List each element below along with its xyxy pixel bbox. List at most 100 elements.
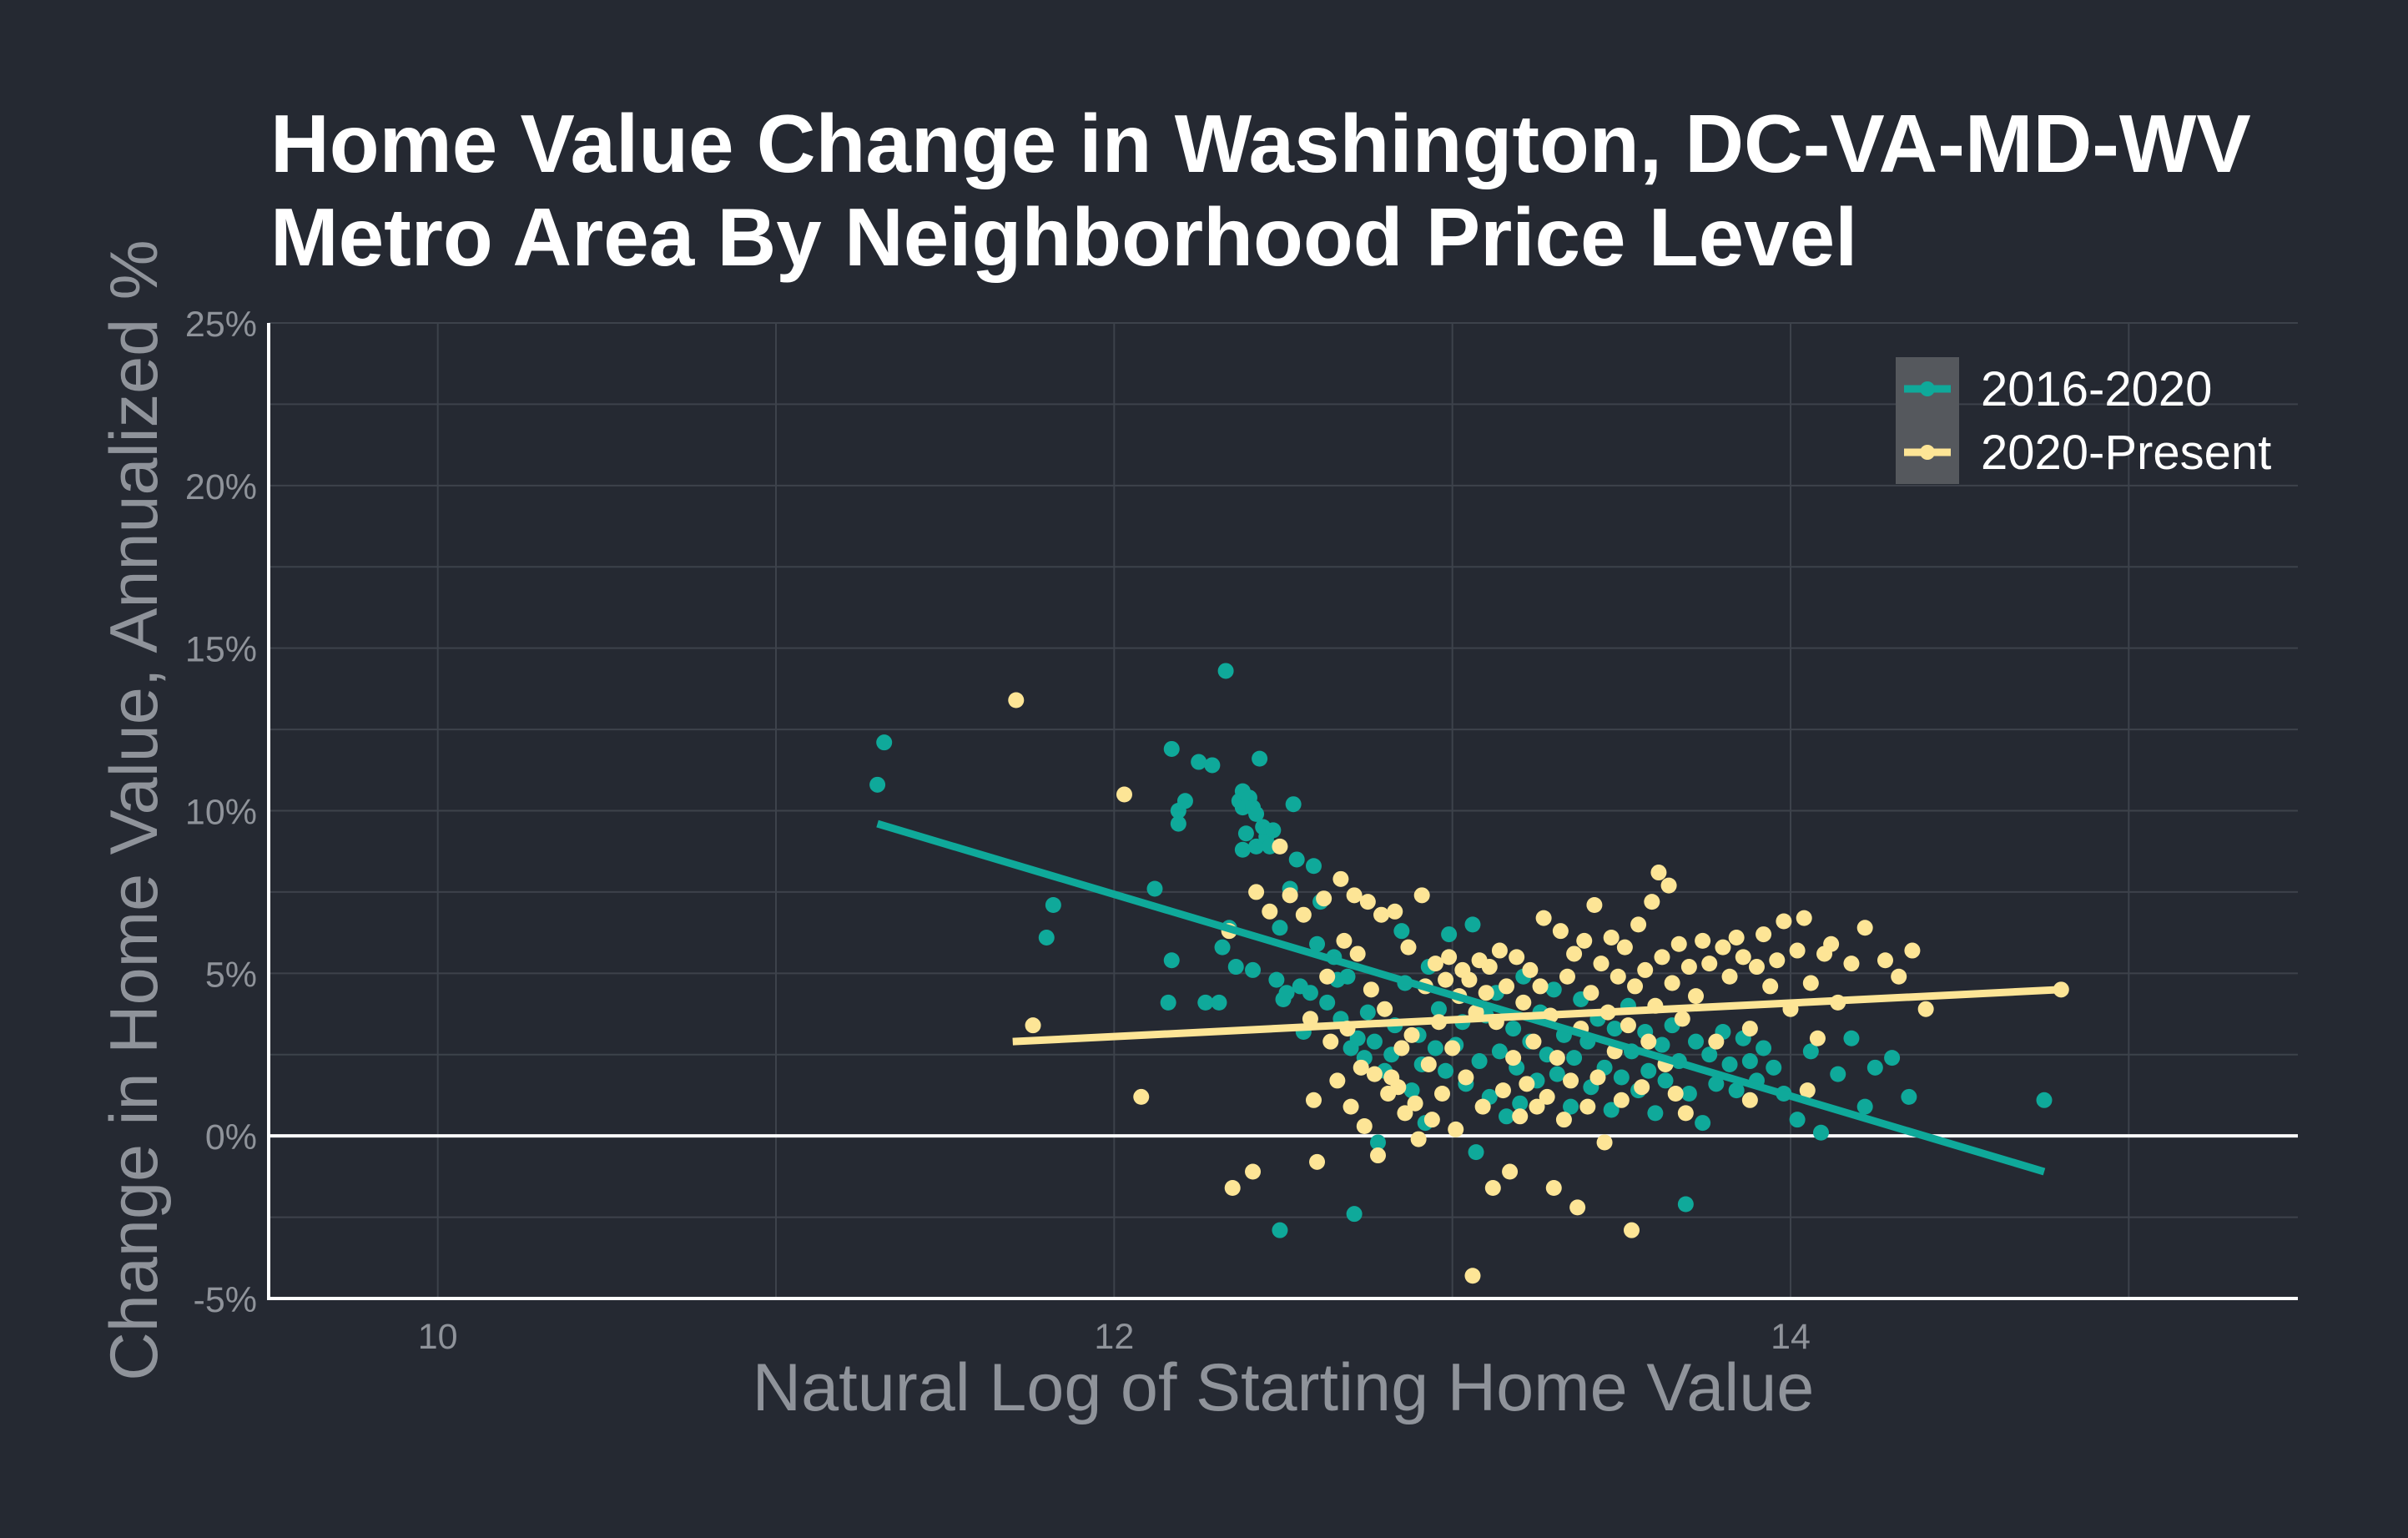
data-point — [1680, 1086, 1697, 1102]
data-point — [1332, 870, 1349, 887]
data-point — [1339, 968, 1356, 985]
data-point — [1359, 894, 1376, 910]
data-point — [1438, 971, 1454, 988]
data-point — [1319, 994, 1336, 1011]
data-point — [1245, 1163, 1262, 1180]
data-point — [1499, 978, 1515, 995]
data-point — [1695, 932, 1711, 949]
data-point — [1025, 1017, 1041, 1034]
data-point — [1708, 1033, 1725, 1050]
data-point — [1552, 923, 1569, 940]
data-point — [1265, 822, 1282, 839]
data-point — [1728, 1082, 1745, 1099]
data-point — [1302, 985, 1318, 1001]
data-point — [1593, 956, 1610, 972]
data-point — [1589, 1069, 1606, 1086]
data-point — [1248, 884, 1265, 900]
data-point — [1891, 968, 1907, 985]
data-point — [1549, 1066, 1565, 1082]
data-point — [1756, 926, 1772, 943]
data-point — [1613, 1069, 1630, 1086]
data-point — [1234, 841, 1251, 858]
data-point — [876, 734, 893, 751]
data-point — [1802, 1043, 1819, 1060]
data-point — [1272, 920, 1288, 936]
data-point — [1305, 858, 1322, 875]
data-point — [1674, 1011, 1690, 1027]
chart-title-line-1: Home Value Change in Washington, DC-VA-M… — [270, 98, 2251, 189]
data-point — [1877, 952, 1893, 969]
data-point — [1735, 949, 1751, 966]
data-point — [2036, 1092, 2053, 1108]
data-point — [1904, 942, 1921, 959]
data-point — [1789, 942, 1806, 959]
data-point — [1481, 959, 1498, 976]
data-point — [1640, 1062, 1657, 1079]
data-point — [1302, 1011, 1318, 1027]
data-point — [1603, 1102, 1620, 1118]
data-point — [1390, 1079, 1407, 1096]
data-point — [1369, 1147, 1386, 1164]
fit-line-2020-present — [1012, 986, 2062, 1046]
data-point — [1366, 1066, 1383, 1082]
data-point — [1596, 1134, 1613, 1151]
data-point — [1458, 1069, 1474, 1086]
data-point — [1245, 961, 1262, 978]
data-point — [1369, 1134, 1386, 1151]
data-point — [1227, 959, 1244, 976]
data-point — [1346, 1206, 1363, 1223]
data-point — [1721, 968, 1738, 985]
data-point — [1316, 890, 1332, 907]
data-point — [1741, 1021, 1758, 1037]
data-point — [1776, 913, 1792, 930]
data-point — [1214, 939, 1231, 956]
data-point — [1430, 1001, 1447, 1017]
data-point — [1305, 1092, 1322, 1108]
data-point — [1464, 1268, 1481, 1284]
data-point — [1623, 1222, 1640, 1238]
data-point — [1478, 985, 1494, 1001]
data-point — [1403, 1082, 1420, 1099]
data-point — [1529, 1098, 1545, 1115]
data-point — [1484, 1180, 1501, 1197]
data-point — [1769, 952, 1786, 969]
data-point — [1387, 903, 1403, 920]
data-point — [1133, 1088, 1150, 1105]
data-point — [1373, 906, 1390, 923]
data-point — [1670, 935, 1687, 952]
y-tick-label: 5% — [205, 955, 257, 995]
data-point — [1620, 1017, 1636, 1034]
data-point — [1423, 1112, 1440, 1128]
y-tick-label: 0% — [205, 1117, 257, 1157]
data-point — [1403, 1026, 1420, 1043]
data-point — [1630, 916, 1647, 933]
data-point — [1586, 897, 1603, 914]
data-point — [1248, 838, 1265, 855]
data-point — [1464, 916, 1481, 933]
data-point — [1644, 894, 1660, 910]
data-point — [1224, 1180, 1241, 1197]
data-point — [1606, 1021, 1623, 1037]
data-point — [1502, 1163, 1519, 1180]
y-tick-label: 15% — [185, 630, 257, 670]
data-point — [1191, 754, 1207, 770]
data-point — [1285, 796, 1302, 813]
data-point — [1741, 1053, 1758, 1070]
data-point — [1400, 939, 1417, 956]
data-point — [1309, 1153, 1326, 1170]
data-point — [1204, 757, 1221, 774]
data-point — [1830, 1066, 1846, 1082]
data-point — [1413, 887, 1430, 904]
data-point — [1789, 1112, 1806, 1128]
data-point — [1583, 985, 1599, 1001]
legend-key-point-2016-2020 — [1920, 381, 1935, 396]
data-point — [1295, 906, 1312, 923]
data-point — [1823, 935, 1840, 952]
data-point — [1525, 1033, 1542, 1050]
data-point — [1677, 1196, 1694, 1213]
data-point — [1427, 956, 1443, 972]
data-point — [1319, 968, 1336, 985]
data-point — [1427, 1040, 1443, 1056]
data-point — [1509, 949, 1525, 966]
